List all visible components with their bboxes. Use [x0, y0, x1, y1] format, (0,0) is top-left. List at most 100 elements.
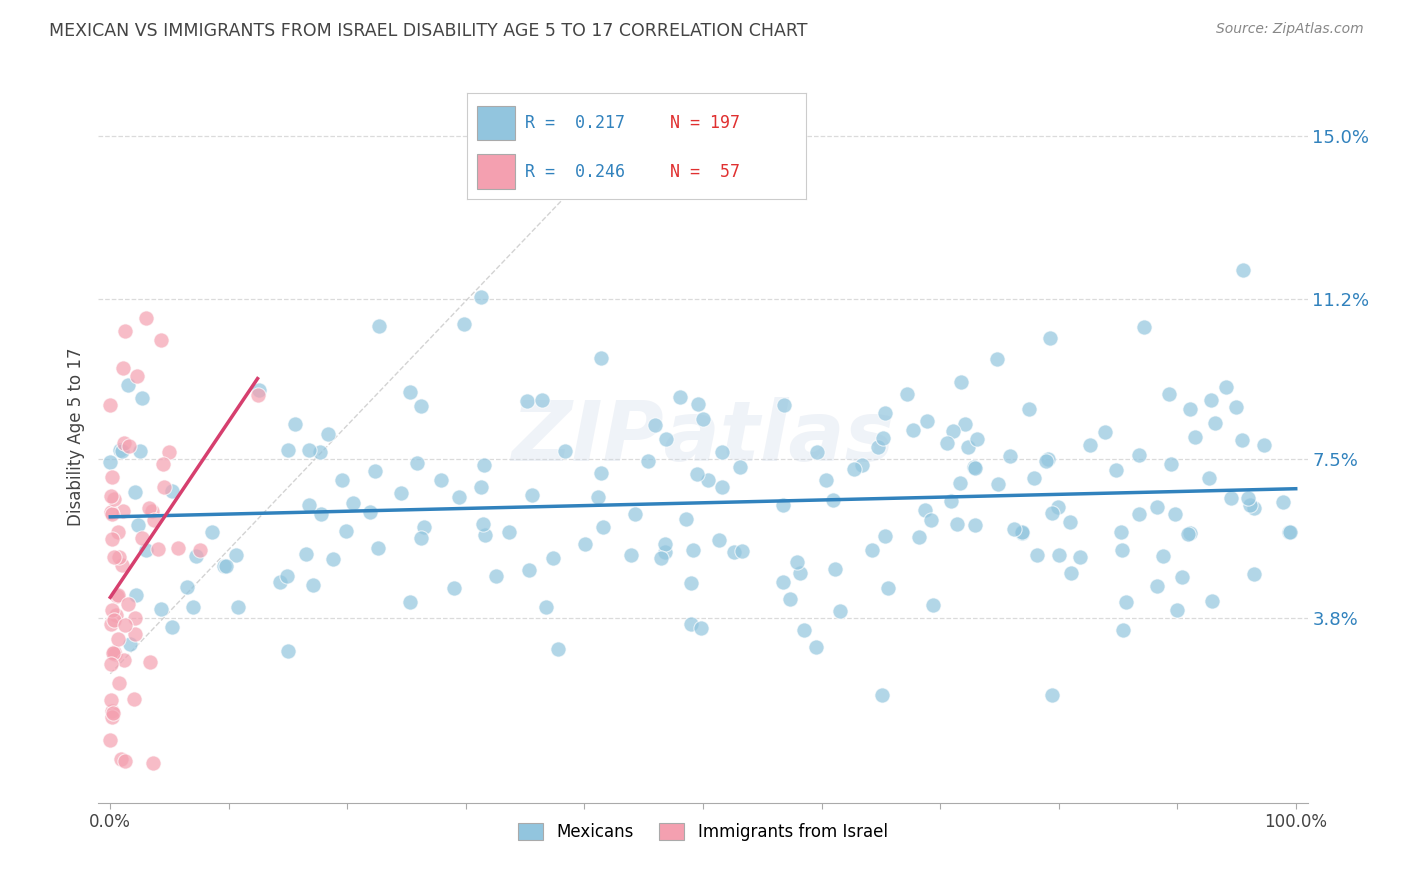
Point [1047, 500, 1070, 514]
Point [1160, 457, 1182, 471]
Point [100, 617, 122, 632]
Point [398, 595, 420, 609]
Point [322, 551, 344, 566]
Point [131, 531, 153, 545]
Point [398, 385, 420, 400]
Point [114, 618, 136, 632]
Point [149, 334, 172, 348]
Point [696, 473, 718, 487]
Point [519, 563, 541, 577]
Point [815, 473, 838, 487]
Point [135, 311, 157, 326]
Point [103, 491, 125, 506]
Point [104, 608, 127, 623]
Point [949, 475, 972, 490]
Point [1035, 454, 1057, 468]
Point [998, 449, 1021, 463]
Point [1115, 595, 1137, 609]
Point [176, 580, 198, 594]
Point [201, 524, 224, 539]
Point [105, 589, 128, 603]
Point [107, 589, 129, 603]
Point [127, 518, 149, 533]
Point [342, 496, 364, 510]
Point [309, 445, 332, 459]
Point [806, 640, 828, 655]
Point [901, 423, 924, 437]
Point [592, 520, 614, 534]
Point [153, 480, 176, 494]
Point [1225, 400, 1247, 414]
Point [1230, 433, 1253, 447]
Point [367, 319, 389, 334]
Point [591, 466, 613, 480]
Point [100, 709, 122, 723]
Point [707, 533, 730, 547]
Point [851, 458, 873, 472]
Point [101, 646, 124, 660]
Point [534, 600, 557, 615]
Point [103, 706, 125, 721]
Point [623, 507, 645, 521]
Point [1026, 549, 1049, 563]
Point [104, 647, 127, 661]
Point [389, 486, 412, 500]
Point [112, 653, 135, 667]
Point [789, 566, 811, 580]
Point [786, 555, 808, 569]
Point [1111, 543, 1133, 558]
Point [873, 405, 896, 419]
Point [1152, 549, 1174, 563]
Point [188, 543, 211, 558]
Point [1180, 526, 1202, 541]
Point [114, 754, 136, 768]
Point [284, 417, 307, 431]
Point [1243, 501, 1265, 516]
Point [124, 611, 146, 625]
Point [449, 491, 471, 505]
Point [821, 492, 844, 507]
Point [112, 360, 135, 375]
Point [411, 400, 433, 414]
Point [1279, 524, 1302, 539]
Point [1166, 602, 1188, 616]
Point [181, 599, 204, 614]
Point [1146, 500, 1168, 514]
Point [957, 440, 980, 454]
Point [965, 461, 987, 475]
Point [1024, 470, 1046, 484]
Point [772, 498, 794, 512]
Point [679, 617, 702, 632]
Point [1178, 402, 1201, 417]
Point [591, 351, 613, 365]
Point [686, 467, 709, 482]
Point [986, 351, 1008, 366]
Point [860, 543, 883, 558]
Point [1271, 495, 1294, 509]
Point [922, 598, 945, 612]
Point [125, 588, 148, 602]
Point [1047, 548, 1070, 562]
Point [953, 417, 976, 431]
Point [107, 525, 129, 540]
Point [1253, 438, 1275, 452]
Point [311, 507, 333, 521]
Point [143, 514, 166, 528]
Point [1036, 451, 1059, 466]
Point [364, 464, 387, 478]
Point [1278, 524, 1301, 539]
Point [332, 473, 354, 487]
Point [98, 733, 121, 747]
Point [1157, 387, 1180, 401]
Point [335, 524, 357, 538]
Point [917, 414, 939, 428]
Point [125, 369, 148, 384]
Point [541, 550, 564, 565]
Point [866, 440, 889, 454]
Point [103, 613, 125, 627]
Point [650, 551, 672, 566]
Point [962, 459, 984, 474]
Point [1201, 594, 1223, 608]
Point [443, 581, 465, 595]
Point [692, 412, 714, 426]
